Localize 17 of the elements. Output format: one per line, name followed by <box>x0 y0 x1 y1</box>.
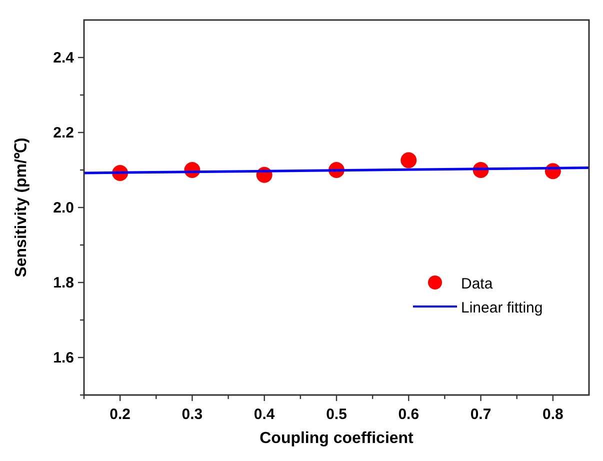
x-axis-title: Coupling coefficient <box>260 430 414 447</box>
y-axis-title: Sensitivity (pm/℃) <box>13 138 30 278</box>
legend-label: Data <box>461 276 494 292</box>
x-tick-label: 0.2 <box>110 406 130 423</box>
x-tick-label: 0.5 <box>326 406 347 423</box>
x-tick-label: 0.4 <box>254 406 276 423</box>
x-tick-label: 0.7 <box>470 406 492 423</box>
x-tick-label: 0.6 <box>398 406 420 423</box>
point <box>400 152 417 168</box>
x-tick-label: 0.8 <box>542 406 564 423</box>
y-tick-label: 2.4 <box>53 50 75 66</box>
y-tick-label: 2.2 <box>53 124 74 142</box>
x-tick-label: 0.3 <box>182 406 203 423</box>
y-tick-label: 1.6 <box>53 350 74 366</box>
legend-label: Linear fitting <box>461 300 543 316</box>
y-tick-label: 2.0 <box>53 200 74 216</box>
y-tick-label: 1.8 <box>53 274 74 292</box>
